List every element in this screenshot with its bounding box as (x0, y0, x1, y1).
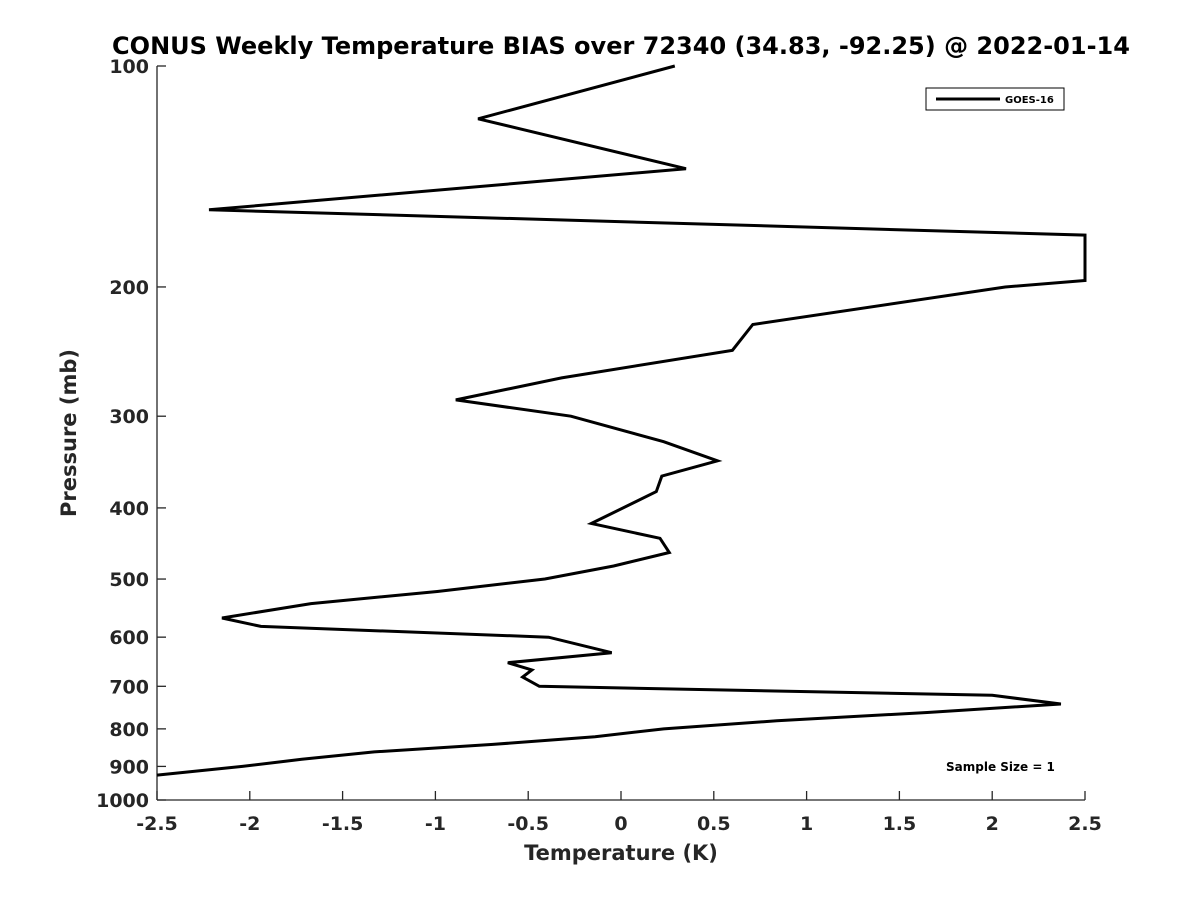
x-tick-label: -0.5 (507, 813, 549, 835)
x-tick-label: -1.5 (322, 813, 364, 835)
x-tick-label: 1 (800, 813, 813, 835)
legend-label: GOES-16 (1005, 95, 1054, 106)
x-tick-label: 0 (614, 813, 627, 835)
x-axis: -2.5 -2 -1.5 -1 -0.5 0 0.5 1 1.5 2 2.5 (136, 791, 1102, 835)
x-tick-label: -1 (425, 813, 446, 835)
y-tick-label: 100 (109, 56, 149, 78)
x-tick-label: 2.5 (1068, 813, 1102, 835)
y-tick-label: 600 (109, 627, 149, 649)
y-tick-label: 800 (109, 719, 149, 741)
x-tick-label: -2.5 (136, 813, 178, 835)
y-axis: 100 200 300 400 500 600 700 800 900 1000 (96, 56, 166, 812)
x-axis-label: Temperature (K) (524, 841, 718, 865)
y-tick-label: 300 (109, 406, 149, 428)
y-tick-label: 1000 (96, 790, 149, 812)
y-tick-label: 900 (109, 756, 149, 778)
x-tick-label: -2 (239, 813, 260, 835)
series-layer (156, 64, 1087, 777)
sample-size-annotation: Sample Size = 1 (946, 760, 1055, 774)
chart-title: CONUS Weekly Temperature BIAS over 72340… (112, 32, 1130, 60)
y-axis-label: Pressure (mb) (57, 349, 81, 517)
x-tick-label: 2 (986, 813, 999, 835)
y-tick-label: 500 (109, 569, 149, 591)
x-tick-label: 1.5 (883, 813, 917, 835)
y-tick-label: 400 (109, 498, 149, 520)
y-tick-label: 700 (109, 676, 149, 698)
y-tick-label: 200 (109, 277, 149, 299)
legend: GOES-16 (925, 87, 1065, 111)
series-line-goes-16 (156, 64, 1087, 777)
x-tick-label: 0.5 (697, 813, 731, 835)
